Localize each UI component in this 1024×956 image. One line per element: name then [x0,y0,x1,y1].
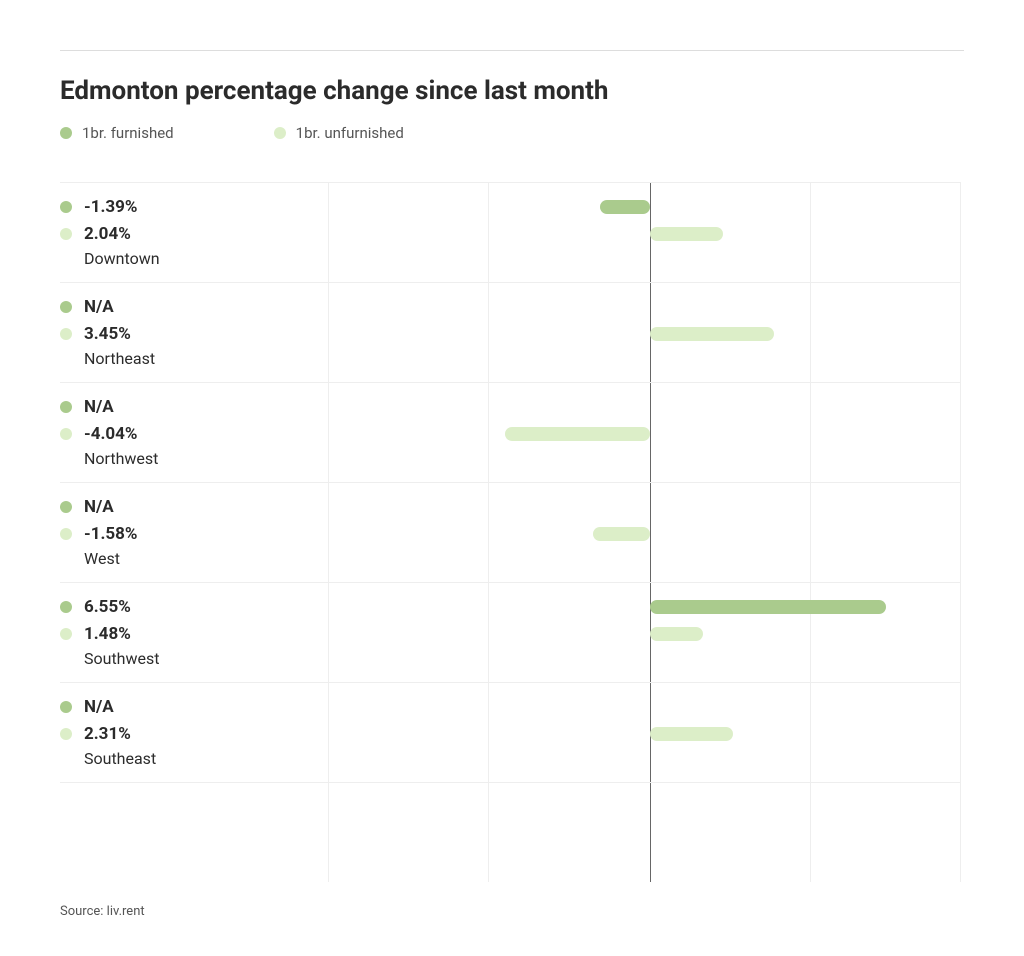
row-value: N/A [84,297,164,317]
region-name: Northeast [84,349,960,368]
row-value: N/A [84,497,164,517]
chart-title: Edmonton percentage change since last mo… [60,76,964,106]
data-row: -1.58% [60,522,960,546]
data-row: 3.45% [60,322,960,346]
region-group: N/A -4.04% Northwest [60,383,960,483]
unfurnished-dot-icon [60,728,72,740]
data-row: N/A [60,695,960,719]
chart-area: -1.39% 2.04% Downtown N/A 3.45% Northeast N/A -… [60,182,960,882]
unfurnished-dot-icon [60,628,72,640]
region-name: Southeast [84,749,960,768]
furnished-dot-icon [60,201,72,213]
furnished-dot-icon [60,601,72,613]
row-value: 2.31% [84,724,164,744]
unfurnished-bar [650,227,723,241]
region-group: N/A 3.45% Northeast [60,283,960,383]
region-name: Downtown [84,249,960,268]
data-row: N/A [60,295,960,319]
chart-legend: 1br. furnished 1br. unfurnished [60,124,964,142]
region-group: N/A -1.58% West [60,483,960,583]
row-value: N/A [84,697,164,717]
region-name: Northwest [84,449,960,468]
legend-label: 1br. unfurnished [296,124,404,142]
region-name: Southwest [84,649,960,668]
furnished-dot-icon [60,301,72,313]
legend-item: 1br. furnished [60,124,174,142]
unfurnished-dot-icon [60,528,72,540]
row-value: 6.55% [84,597,164,617]
unfurnished-bar [650,627,703,641]
furnished-bar [650,600,886,614]
unfurnished-dot-icon [60,228,72,240]
data-row: N/A [60,395,960,419]
row-value: 1.48% [84,624,164,644]
region-name: West [84,549,960,568]
unfurnished-bar [650,327,774,341]
legend-dot-icon [60,127,72,139]
gridline [960,182,961,882]
data-row: 2.04% [60,222,960,246]
legend-item: 1br. unfurnished [274,124,404,142]
unfurnished-bar [593,527,650,541]
row-value: -1.58% [84,524,164,544]
legend-dot-icon [274,127,286,139]
region-group: 6.55% 1.48% Southwest [60,583,960,683]
furnished-dot-icon [60,501,72,513]
top-divider [60,50,964,51]
chart-source: Source: liv.rent [60,904,964,919]
furnished-bar [600,200,650,214]
region-group: -1.39% 2.04% Downtown [60,182,960,283]
row-value: N/A [84,397,164,417]
row-value: 2.04% [84,224,164,244]
furnished-dot-icon [60,701,72,713]
unfurnished-dot-icon [60,428,72,440]
data-row: 2.31% [60,722,960,746]
row-value: -4.04% [84,424,164,444]
row-value: 3.45% [84,324,164,344]
unfurnished-bar [505,427,650,441]
row-value: -1.39% [84,197,164,217]
data-row: -1.39% [60,195,960,219]
data-row: 1.48% [60,622,960,646]
unfurnished-bar [650,727,733,741]
chart-regions: -1.39% 2.04% Downtown N/A 3.45% Northeast N/A -… [60,182,960,783]
unfurnished-dot-icon [60,328,72,340]
data-row: N/A [60,495,960,519]
legend-label: 1br. furnished [82,124,174,142]
region-group: N/A 2.31% Southeast [60,683,960,783]
furnished-dot-icon [60,401,72,413]
